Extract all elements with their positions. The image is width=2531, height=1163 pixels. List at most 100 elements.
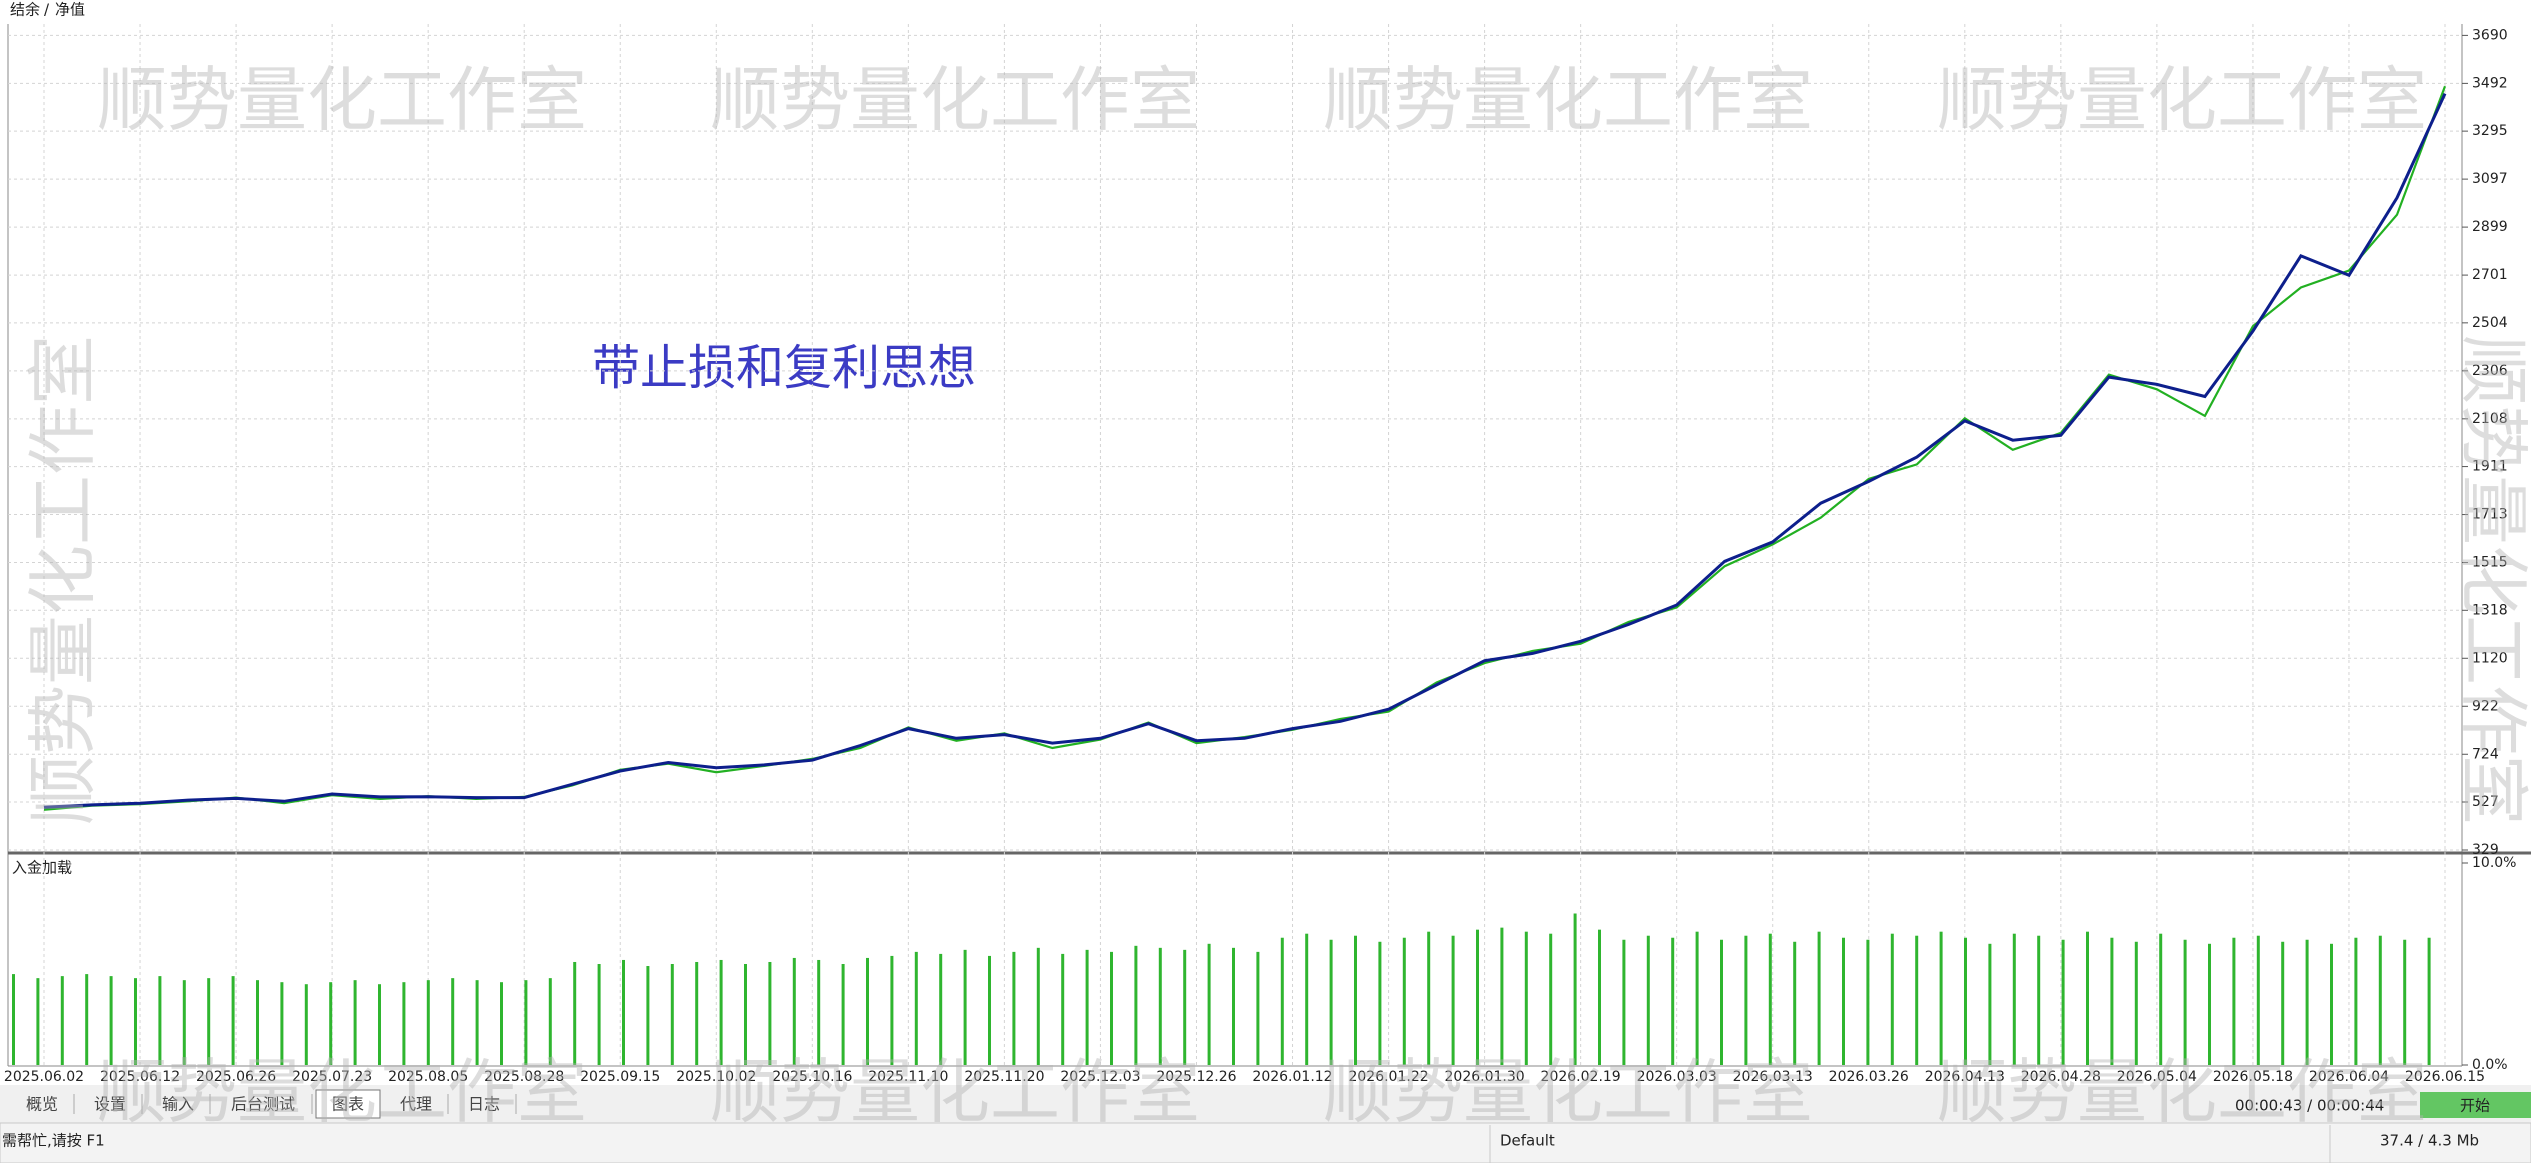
bar: [573, 961, 577, 1065]
tab[interactable]: [10, 1090, 74, 1118]
bar: [1232, 947, 1235, 1065]
x-tick-label: 2026.04.28: [2021, 1069, 2101, 1085]
y-tick-label: 1318: [2472, 602, 2508, 618]
y-tick-label: 2306: [2472, 363, 2508, 379]
bar: [2354, 937, 2358, 1065]
bar: [841, 964, 845, 1065]
bar: [1305, 933, 1309, 1065]
bar: [1744, 935, 1748, 1065]
status-help: 需帮忙,请按 F1: [2, 1132, 105, 1150]
bar: [1890, 933, 1894, 1065]
bar: [2012, 933, 2016, 1065]
bar: [597, 964, 601, 1065]
tab-label[interactable]: 设置: [94, 1095, 126, 1114]
bar: [1402, 937, 1406, 1065]
start-button[interactable]: [2420, 1092, 2531, 1118]
bar: [1354, 935, 1357, 1065]
bar: [2086, 931, 2089, 1065]
bar: [182, 980, 186, 1065]
watermark: 顺势量化工作室: [710, 1051, 1200, 1133]
y-tick-label: 3690: [2472, 27, 2508, 43]
bar: [792, 957, 796, 1065]
x-tick-label: 2025.06.02: [4, 1069, 84, 1085]
y-tick-label: 527: [2472, 794, 2499, 810]
timer: 00:00:43 / 00:00:44: [2235, 1097, 2384, 1115]
bar: [817, 959, 821, 1065]
status-bar: [0, 1122, 2531, 1163]
start-button-label[interactable]: 开始: [2460, 1097, 2490, 1115]
bar: [890, 955, 894, 1065]
bar: [1134, 945, 1138, 1065]
bar: [866, 957, 869, 1065]
bar: [2037, 935, 2041, 1065]
x-tick-label: 2025.08.05: [388, 1069, 468, 1085]
bar: [2427, 937, 2431, 1065]
bar: [1622, 939, 1626, 1065]
bar: [60, 976, 64, 1065]
x-tick-label: 2025.09.15: [580, 1069, 660, 1085]
x-tick-label: 2026.01.22: [1348, 1069, 1428, 1085]
y-tick-label: 1713: [2472, 507, 2508, 523]
tab[interactable]: [214, 1090, 312, 1118]
tab-label[interactable]: 概览: [26, 1095, 58, 1114]
bar: [914, 951, 918, 1065]
x-tick-label: 2025.11.20: [964, 1069, 1044, 1085]
watermark: 顺势量化工作室: [97, 1051, 587, 1133]
bar: [1110, 951, 1113, 1065]
legend-equity: 净值: [55, 1, 85, 19]
y-tick-label: 10.0%: [2472, 855, 2516, 871]
y-tick-label: 2701: [2472, 267, 2508, 283]
bar: [1915, 935, 1919, 1065]
bar: [1085, 949, 1089, 1065]
tab-label[interactable]: 输入: [162, 1095, 194, 1114]
x-tick-label: 2026.01.30: [1445, 1069, 1525, 1085]
x-tick-label: 2026.06.04: [2309, 1069, 2389, 1085]
bar: [1939, 931, 1943, 1065]
bar: [1061, 953, 1065, 1065]
bar: [1671, 937, 1675, 1065]
bar: [1280, 937, 1284, 1065]
bar: [1427, 931, 1431, 1065]
tab-label[interactable]: 图表: [332, 1095, 364, 1114]
y-tick-label: 0.0%: [2472, 1057, 2508, 1073]
bar: [524, 980, 528, 1065]
y-tick-label: 2504: [2472, 315, 2508, 331]
status-memory: 37.4 / 4.3 Mb: [2380, 1132, 2479, 1150]
x-tick-label: 2026.01.12: [1252, 1069, 1332, 1085]
x-tick-label: 2025.12.26: [1156, 1069, 1236, 1085]
bar: [231, 976, 235, 1065]
bar: [1549, 933, 1553, 1065]
tab[interactable]: [78, 1090, 142, 1118]
bar: [2110, 937, 2114, 1065]
tab[interactable]: [384, 1090, 448, 1118]
bar: [2134, 941, 2138, 1065]
tab-label[interactable]: 代理: [400, 1095, 432, 1114]
bar: [1964, 937, 1967, 1065]
bar: [1646, 935, 1650, 1065]
bar: [1451, 935, 1455, 1065]
bar: [304, 984, 308, 1065]
bar: [988, 955, 991, 1065]
tab[interactable]: [452, 1090, 516, 1118]
bar: [2403, 939, 2407, 1065]
bar: [695, 961, 699, 1065]
tab[interactable]: [315, 1089, 381, 1119]
bar: [475, 980, 479, 1065]
bar: [207, 978, 211, 1065]
bar: [719, 959, 723, 1065]
watermark: 顺势量化工作室: [1323, 59, 1813, 141]
series-line: [43, 85, 2447, 811]
x-tick-label: 2026.02.19: [1541, 1069, 1621, 1085]
bar: [329, 982, 333, 1065]
x-tick-label: 2026.05.18: [2213, 1069, 2293, 1085]
bar: [500, 982, 503, 1065]
bar: [622, 959, 625, 1065]
tab-label[interactable]: 后台测试: [231, 1095, 295, 1114]
y-tick-label: 2108: [2472, 411, 2508, 427]
x-tick-label: 2026.03.13: [1733, 1069, 1813, 1085]
tab[interactable]: [146, 1090, 210, 1118]
tab-label[interactable]: 日志: [468, 1095, 500, 1114]
bar: [85, 974, 89, 1065]
bar: [1500, 927, 1504, 1065]
